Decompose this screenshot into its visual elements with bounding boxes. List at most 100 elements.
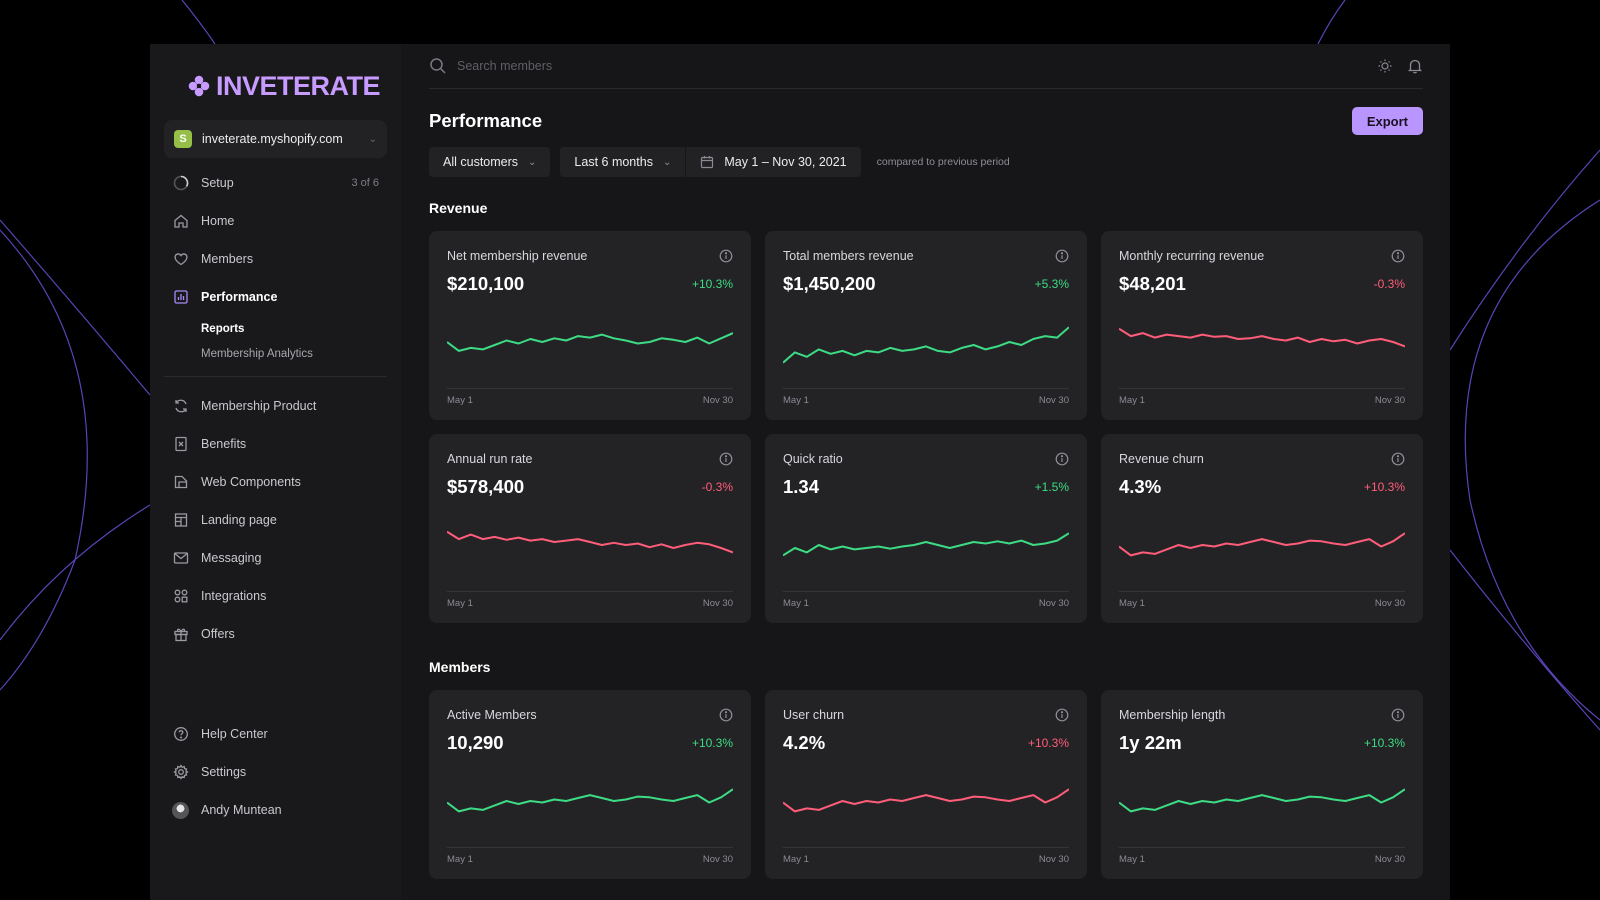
metric-value: $210,100 xyxy=(447,273,525,294)
sparkline-series xyxy=(783,532,1069,557)
metric-card[interactable]: Monthly recurring revenue $48,201 -0.3% May… xyxy=(1101,231,1423,420)
sidebar-item-benefits[interactable]: Benefits xyxy=(164,425,387,463)
card-value-row: $48,201 -0.3% xyxy=(1119,271,1405,297)
sidebar-item-settings[interactable]: Settings xyxy=(164,753,387,791)
chevron-down-icon: ⌄ xyxy=(528,156,537,168)
sidebar-item-label: Membership Product xyxy=(201,399,317,413)
customer-filter-dropdown[interactable]: All customers ⌄ xyxy=(429,147,551,177)
chart-baseline xyxy=(783,847,1069,848)
info-icon[interactable] xyxy=(719,452,733,466)
sparkline-chart xyxy=(783,326,1069,364)
sidebar-item-members[interactable]: Members xyxy=(164,240,387,278)
card-header: Membership length xyxy=(1119,706,1405,724)
store-switcher[interactable]: S inveterate.myshopify.com ⌄ xyxy=(164,120,387,158)
axis-end-label: Nov 30 xyxy=(702,395,733,406)
axis-end-label: Nov 30 xyxy=(1038,395,1069,406)
sidebar-item-membership-product[interactable]: Membership Product xyxy=(164,387,387,425)
date-range-label: May 1 – Nov 30, 2021 xyxy=(724,155,847,169)
metric-delta: +10.3% xyxy=(691,277,733,291)
info-icon[interactable] xyxy=(1055,708,1069,722)
sidebar-item-integrations[interactable]: Integrations xyxy=(164,577,387,615)
sidebar-item-user-profile[interactable]: Andy Muntean xyxy=(164,791,387,829)
card-value-row: $210,100 +10.3% xyxy=(447,271,733,297)
sidebar-item-performance[interactable]: Performance xyxy=(164,278,387,316)
range-filter-dropdown[interactable]: Last 6 months ⌄ xyxy=(560,147,685,177)
flower-logo-icon xyxy=(188,75,210,97)
chart-axis-labels: May 1 Nov 30 xyxy=(783,395,1069,406)
info-icon[interactable] xyxy=(1391,452,1405,466)
card-value-row: $578,400 -0.3% xyxy=(447,474,733,500)
sparkline-series xyxy=(1119,327,1405,348)
filter-divider xyxy=(685,147,687,177)
metric-value: $48,201 xyxy=(1119,273,1186,294)
section-title-revenue: Revenue xyxy=(429,200,488,216)
sidebar-subitem-reports[interactable]: Reports xyxy=(201,322,245,335)
metric-delta: +10.3% xyxy=(1027,736,1069,750)
info-icon[interactable] xyxy=(1055,249,1069,263)
sidebar-item-offers[interactable]: Offers xyxy=(164,615,387,653)
avatar xyxy=(172,801,189,819)
metric-value: 1.34 xyxy=(783,476,820,497)
top-actions xyxy=(1377,58,1423,74)
layout-icon xyxy=(172,512,189,529)
axis-end-label: Nov 30 xyxy=(1038,854,1069,865)
sidebar-item-web-components[interactable]: Web Components xyxy=(164,463,387,501)
sidebar-item-setup[interactable]: Setup 3 of 6 xyxy=(164,164,387,202)
metric-card[interactable]: Net membership revenue $210,100 +10.3% May … xyxy=(429,231,751,420)
sidebar-item-label: Integrations xyxy=(201,589,267,603)
metric-card[interactable]: Active Members 10,290 +10.3% May 1 Nov 30 xyxy=(429,690,751,879)
sidebar-subitem-membership-analytics[interactable]: Membership Analytics xyxy=(201,347,313,360)
secondary-nav: Help Center Settings Andy Muntean xyxy=(164,715,387,829)
metric-card[interactable]: Membership length 1y 22m +10.3% May 1 Nov 30 xyxy=(1101,690,1423,879)
card-value-row: 4.2% +10.3% xyxy=(783,730,1069,756)
sidebar-item-home[interactable]: Home xyxy=(164,202,387,240)
sparkline-series xyxy=(1119,788,1405,813)
metric-card[interactable]: Quick ratio 1.34 +1.5% May 1 Nov 30 xyxy=(765,434,1087,623)
sparkline-chart xyxy=(1119,327,1405,348)
info-icon[interactable] xyxy=(1391,249,1405,263)
sparkline-chart xyxy=(783,788,1069,813)
info-icon[interactable] xyxy=(1391,708,1405,722)
axis-start-label: May 1 xyxy=(783,854,809,865)
chart-axis-labels: May 1 Nov 30 xyxy=(1119,854,1405,865)
gift-icon xyxy=(172,626,189,643)
date-range-picker[interactable]: May 1 – Nov 30, 2021 xyxy=(686,147,860,177)
chart-baseline xyxy=(1119,591,1405,592)
info-icon[interactable] xyxy=(719,708,733,722)
date-filter-group: Last 6 months ⌄ May 1 – Nov 30, 2021 xyxy=(560,147,861,177)
sidebar-item-label: Help Center xyxy=(201,727,268,741)
sidebar-item-help-center[interactable]: Help Center xyxy=(164,715,387,753)
metric-value: 1y 22m xyxy=(1119,732,1182,753)
export-button[interactable]: Export xyxy=(1351,107,1423,135)
metric-card[interactable]: User churn 4.2% +10.3% May 1 Nov 30 xyxy=(765,690,1087,879)
axis-start-label: May 1 xyxy=(1119,854,1145,865)
sparkline-chart xyxy=(447,332,733,352)
metric-card[interactable]: Annual run rate $578,400 -0.3% May 1 Nov 30 xyxy=(429,434,751,623)
refresh-icon xyxy=(172,398,189,415)
metric-delta: +10.3% xyxy=(1363,480,1405,494)
info-icon[interactable] xyxy=(1055,452,1069,466)
sidebar-item-landing-page[interactable]: Landing page xyxy=(164,501,387,539)
axis-end-label: Nov 30 xyxy=(702,598,733,609)
card-header: Total members revenue xyxy=(783,247,1069,265)
store-name: inveterate.myshopify.com xyxy=(202,132,343,146)
info-icon[interactable] xyxy=(719,249,733,263)
sidebar-item-messaging[interactable]: Messaging xyxy=(164,539,387,577)
search-input[interactable] xyxy=(457,59,857,73)
metric-card[interactable]: Total members revenue $1,450,200 +5.3% May … xyxy=(765,231,1087,420)
metric-value: $1,450,200 xyxy=(783,273,876,294)
range-filter-label: Last 6 months xyxy=(574,155,653,169)
mail-icon xyxy=(172,550,189,567)
metric-delta: -0.3% xyxy=(701,480,733,494)
filter-bar: All customers ⌄ Last 6 months ⌄ May 1 – … xyxy=(429,147,1423,177)
sparkline-chart xyxy=(447,788,733,813)
sidebar-item-label: Performance xyxy=(201,290,278,304)
sidebar-item-label: Settings xyxy=(201,765,247,779)
sparkline-series xyxy=(783,326,1069,364)
metric-card[interactable]: Revenue churn 4.3% +10.3% May 1 Nov 30 xyxy=(1101,434,1423,623)
bell-icon[interactable] xyxy=(1407,58,1423,74)
brand-logo[interactable]: INVETERATE xyxy=(188,64,387,108)
revenue-cards: Net membership revenue $210,100 +10.3% May … xyxy=(429,231,1423,623)
sun-icon[interactable] xyxy=(1377,58,1393,74)
axis-end-label: Nov 30 xyxy=(1038,598,1069,609)
